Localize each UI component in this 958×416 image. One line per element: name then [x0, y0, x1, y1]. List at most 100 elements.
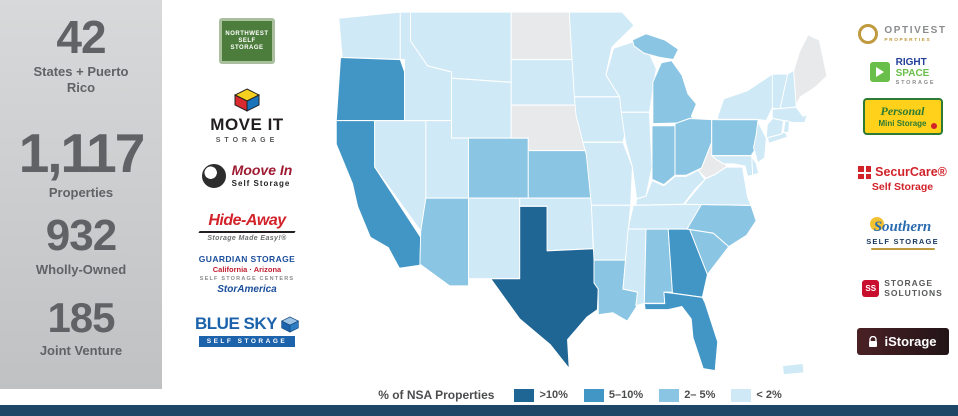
logo-securcare: SecurCare® Self Storage [850, 166, 955, 193]
logo-storage-solutions: SS STORAGE SOLUTIONS [850, 278, 955, 298]
northwest-badge-icon: NORTHWEST SELF STORAGE [219, 18, 275, 64]
stat-states: 42 States + Puerto Rico [0, 14, 162, 97]
logo-personal-mini: Personal Mini Storage [850, 98, 955, 135]
logo-text: RIGHT [895, 57, 927, 68]
logo-text: Personal [880, 104, 925, 118]
logo-text: California · Arizona [212, 265, 282, 274]
state-CT [765, 117, 784, 139]
logo-text: STORAGE [884, 278, 934, 288]
legend-swatch [583, 388, 604, 402]
state-RI [782, 119, 790, 134]
state-WI [605, 41, 657, 113]
state-ME [793, 34, 828, 106]
stat-label: Wholly-Owned [35, 262, 127, 277]
istorage-badge: iStorage [856, 328, 949, 355]
state-MI-upper [631, 33, 679, 61]
cube-icon [234, 88, 260, 112]
logo-text: STORAGE [895, 80, 936, 86]
state-SD [510, 58, 577, 106]
logo-guardian-storamerica: GUARDIAN STORAGE California · Arizona SE… [168, 254, 326, 295]
legend-item: < 2% [731, 388, 782, 402]
state-NY [717, 73, 774, 122]
logo-text: OPTIVEST [884, 24, 947, 36]
state-CO [468, 137, 529, 199]
ss-box-icon: SS [862, 279, 880, 297]
logo-text: Self Storage [231, 179, 291, 188]
logo-text: SELF STORAGE [198, 336, 296, 347]
logo-text: StorAmerica [217, 284, 277, 295]
stat-joint-venture: 185 Joint Venture [0, 297, 162, 359]
legend-label: >10% [539, 389, 568, 401]
logo-text: GUARDIAN STORAGE [198, 254, 296, 264]
logo-text: MOVE IT [210, 115, 284, 134]
legend-title: % of NSA Properties [378, 388, 495, 402]
stats-panel: 42 States + Puerto Rico 1,117 Properties… [0, 0, 162, 389]
sign-icon: Personal Mini Storage [862, 98, 943, 135]
lock-icon [869, 335, 878, 347]
logo-text: Hide-Away [208, 212, 286, 229]
logo-text: Storage Made Easy!® [207, 235, 287, 242]
state-MD [711, 155, 754, 177]
logo-text: Self Storage [871, 181, 934, 193]
logo-moove-in: Moove In Self Storage [168, 163, 326, 188]
logo-rightspace: RIGHT SPACE STORAGE [850, 57, 955, 86]
legend-label: 2– 5% [684, 389, 716, 401]
logo-southern: Southern SELF STORAGE [850, 217, 955, 250]
stat-label: States + Puerto Rico [33, 64, 129, 96]
legend-item: 5–10% [583, 388, 644, 402]
state-FL [643, 291, 719, 372]
logo-blue-sky: BLUE SKY SELF STORAGE [168, 314, 326, 347]
stat-value: 932 [45, 211, 117, 260]
state-IN [651, 125, 676, 186]
logo-text: SPACE [895, 67, 930, 79]
state-OR [335, 56, 406, 122]
territory-puerto-rico [782, 362, 805, 376]
right-logo-column: OPTIVEST PROPERTIES RIGHT SPACE STORAGE … [850, 0, 955, 389]
logo-northwest-self-storage: NORTHWEST SELF STORAGE [168, 18, 326, 64]
state-ND [510, 11, 575, 61]
logo-text: Moove In [231, 162, 293, 178]
ring-icon [858, 24, 879, 44]
logo-move-it: MOVE IT STORAGE [168, 88, 326, 144]
state-KS [527, 149, 592, 199]
legend-swatch [514, 388, 535, 402]
sun-icon [869, 217, 884, 231]
arrow-icon [869, 62, 890, 82]
stat-properties: 1,117 Properties [0, 126, 162, 201]
us-choropleth-map [332, 11, 844, 380]
logo-text: SELF STORAGE CENTERS [199, 276, 295, 282]
left-logo-column: NORTHWEST SELF STORAGE MOVE IT STORAGE M… [168, 0, 326, 389]
state-AZ [419, 197, 470, 287]
logo-text: SOLUTIONS [884, 288, 943, 299]
logo-text: NORTHWEST [225, 31, 269, 37]
logo-optivest: OPTIVEST PROPERTIES [850, 24, 955, 44]
legend-item: >10% [514, 388, 568, 402]
wave-icon [870, 248, 935, 250]
stat-value: 1,117 [18, 122, 146, 184]
state-MI-lower [652, 60, 701, 125]
state-DE [751, 156, 760, 176]
stat-value: 185 [47, 294, 115, 341]
state-NM [468, 197, 521, 280]
state-TX [490, 205, 599, 370]
state-MO [582, 141, 633, 206]
logo-text: STORAGE [215, 137, 279, 144]
map-legend: % of NSA Properties >10% 5–10% 2– 5% < 2… [300, 388, 860, 402]
logo-text: BLUE SKY [195, 314, 277, 333]
figure-icon [930, 123, 937, 129]
logo-text: SELF [238, 38, 256, 44]
state-NC [686, 203, 757, 248]
cow-icon [201, 163, 226, 188]
logo-hide-away: Hide-Away Storage Made Easy!® [168, 212, 326, 242]
logo-text: SELF STORAGE [866, 237, 939, 246]
stat-label: Properties [48, 185, 114, 200]
underline-swoosh-icon [198, 231, 296, 233]
logo-text: Southern [873, 219, 932, 235]
legend-swatch [659, 388, 680, 402]
legend-label: < 2% [756, 389, 782, 401]
legend-label: 5–10% [608, 389, 644, 401]
state-WY [450, 77, 512, 139]
legend-item: 2– 5% [659, 388, 716, 402]
state-GA [667, 228, 708, 298]
legend-swatch [731, 388, 752, 402]
